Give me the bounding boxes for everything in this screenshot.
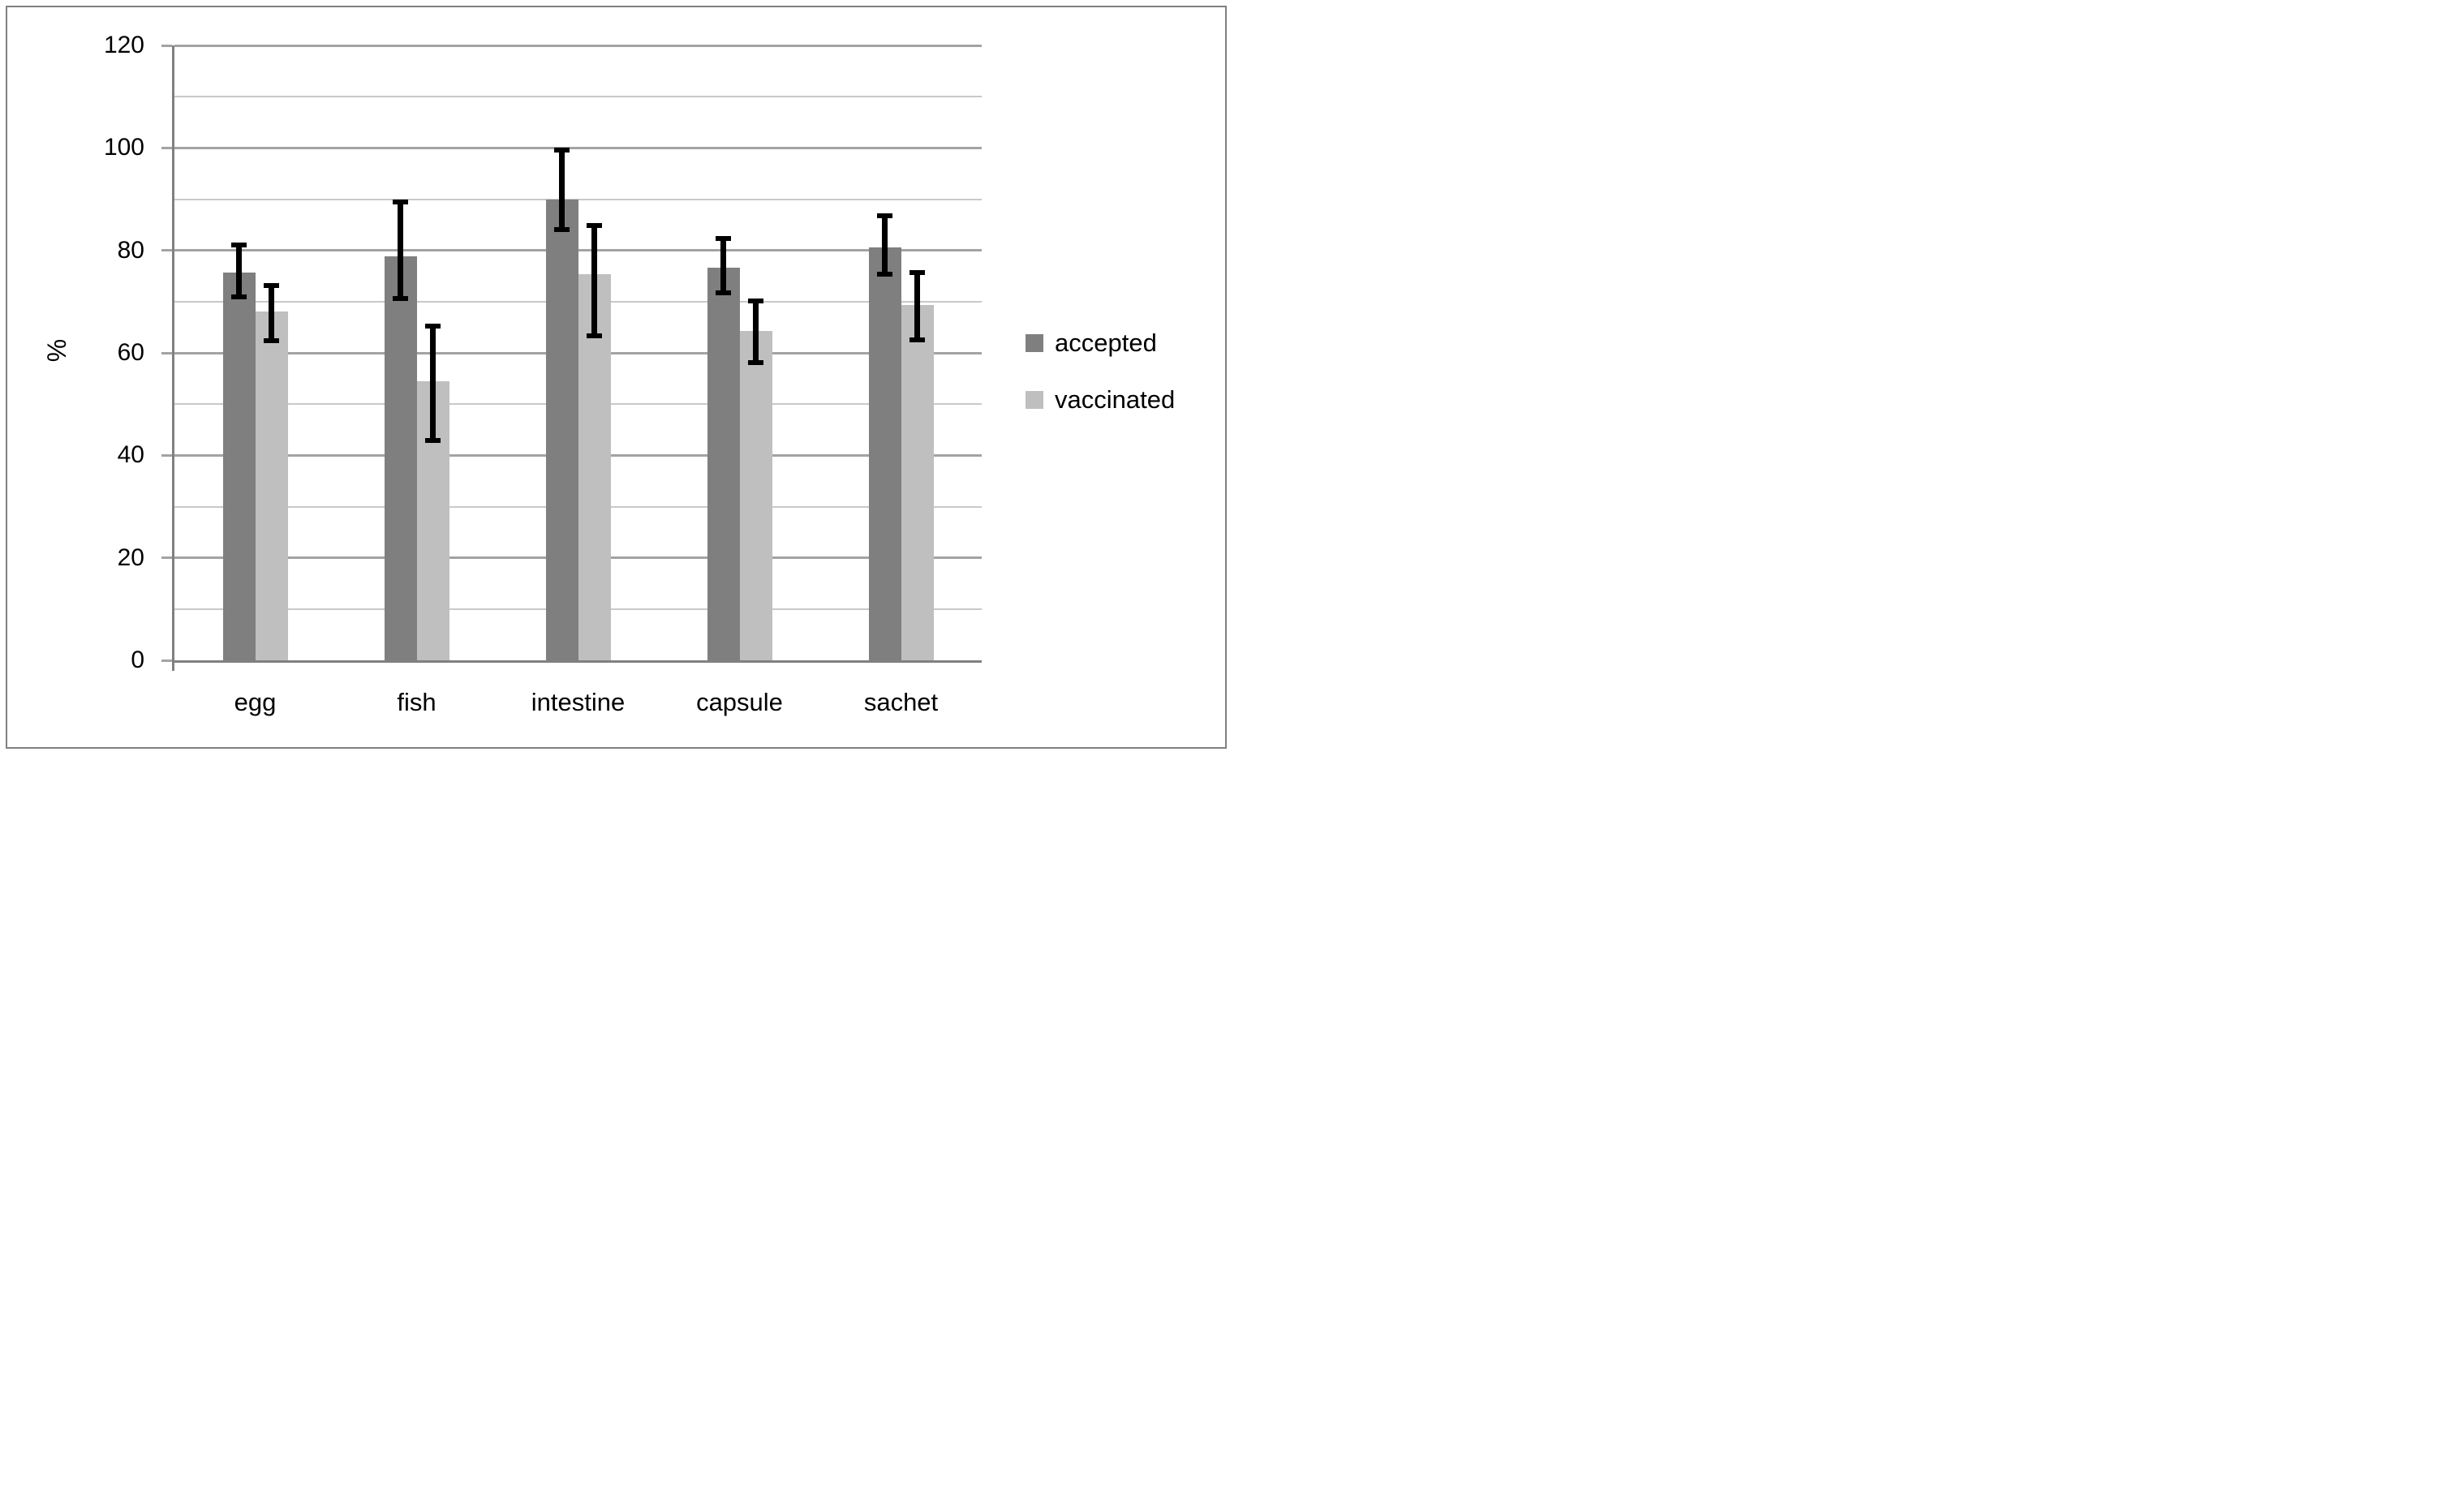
plot-area bbox=[174, 44, 982, 660]
error-cap-bottom-accepted-fish bbox=[393, 296, 408, 302]
y-tick-label-100: 100 bbox=[103, 134, 144, 161]
y-tick-40 bbox=[161, 453, 172, 457]
y-tick-0 bbox=[161, 659, 172, 662]
error-bar-accepted-intestine bbox=[559, 149, 565, 230]
error-bar-accepted-fish bbox=[398, 201, 403, 299]
x-category-label-capsule: capsule bbox=[696, 688, 783, 716]
x-category-label-sachet: sachet bbox=[863, 688, 939, 716]
error-cap-top-accepted-egg bbox=[231, 243, 247, 248]
error-cap-top-vaccinated-intestine bbox=[587, 223, 602, 229]
bar-vaccinated-egg bbox=[255, 311, 288, 660]
error-bar-vaccinated-egg bbox=[269, 286, 274, 342]
error-bar-vaccinated-fish bbox=[430, 325, 436, 440]
legend-label-accepted: accepted bbox=[1055, 329, 1157, 357]
chart-figure: 0 20 40 60 80 100 120 % egg fish intestine capsul… bbox=[0, 0, 1232, 754]
bar-vaccinated-sachet bbox=[901, 304, 934, 660]
error-cap-top-accepted-intestine bbox=[554, 147, 570, 153]
y-tick-label-0: 0 bbox=[131, 647, 144, 673]
bar-accepted-sachet bbox=[868, 247, 901, 660]
x-category-label-intestine: intestine bbox=[531, 688, 626, 716]
legend-item-vaccinated: vaccinated bbox=[1026, 386, 1175, 414]
y-tick-120 bbox=[161, 44, 172, 47]
y-tick-label-60: 60 bbox=[117, 339, 144, 366]
error-cap-top-vaccinated-sachet bbox=[909, 269, 925, 275]
bar-accepted-fish bbox=[384, 256, 417, 660]
error-cap-top-accepted-sachet bbox=[877, 213, 892, 218]
y-tick-label-20: 20 bbox=[117, 543, 144, 571]
error-cap-bottom-accepted-sachet bbox=[877, 272, 892, 277]
error-cap-bottom-vaccinated-sachet bbox=[909, 337, 925, 342]
y-tick-label-80: 80 bbox=[117, 236, 144, 264]
y-tick-60 bbox=[161, 351, 172, 354]
error-bar-vaccinated-sachet bbox=[914, 272, 920, 340]
error-cap-bottom-vaccinated-fish bbox=[425, 438, 441, 443]
error-bar-accepted-capsule bbox=[720, 238, 726, 294]
y-axis-line bbox=[172, 45, 174, 671]
error-cap-top-vaccinated-fish bbox=[425, 323, 441, 329]
y-axis-title: % bbox=[42, 338, 71, 363]
x-axis-line bbox=[174, 660, 982, 663]
legend-swatch-accepted bbox=[1026, 334, 1043, 352]
legend-item-accepted: accepted bbox=[1026, 329, 1157, 357]
bar-accepted-egg bbox=[222, 273, 256, 660]
bar-accepted-capsule bbox=[707, 268, 740, 660]
y-tick-label-40: 40 bbox=[117, 441, 144, 469]
bar-vaccinated-capsule bbox=[739, 331, 772, 660]
minor-gridline-90 bbox=[174, 198, 982, 200]
error-bar-vaccinated-capsule bbox=[753, 300, 759, 363]
error-bar-vaccinated-intestine bbox=[591, 226, 597, 336]
error-cap-bottom-vaccinated-capsule bbox=[748, 360, 763, 365]
major-gridline-100 bbox=[174, 146, 982, 149]
error-cap-bottom-accepted-intestine bbox=[554, 227, 570, 233]
error-cap-bottom-vaccinated-egg bbox=[264, 338, 279, 344]
y-tick-100 bbox=[161, 146, 172, 149]
minor-gridline-110 bbox=[174, 96, 982, 98]
error-bar-accepted-egg bbox=[236, 245, 242, 297]
error-cap-bottom-accepted-egg bbox=[231, 294, 247, 299]
legend-swatch-vaccinated bbox=[1026, 391, 1043, 409]
error-cap-top-vaccinated-capsule bbox=[748, 298, 763, 303]
legend-label-vaccinated: vaccinated bbox=[1055, 385, 1176, 414]
bar-vaccinated-intestine bbox=[578, 274, 611, 660]
y-tick-label-120: 120 bbox=[103, 32, 144, 58]
y-tick-20 bbox=[161, 556, 172, 560]
x-category-label-egg: egg bbox=[234, 688, 277, 716]
error-cap-top-accepted-fish bbox=[393, 199, 408, 204]
error-cap-bottom-accepted-capsule bbox=[716, 290, 731, 296]
major-gridline-80 bbox=[174, 249, 982, 252]
error-bar-accepted-sachet bbox=[882, 215, 888, 275]
y-tick-80 bbox=[161, 249, 172, 252]
x-category-label-fish: fish bbox=[397, 688, 436, 716]
major-gridline-120 bbox=[174, 44, 982, 47]
error-cap-bottom-vaccinated-intestine bbox=[587, 333, 602, 338]
bar-accepted-intestine bbox=[545, 200, 578, 660]
error-cap-top-vaccinated-egg bbox=[264, 283, 279, 289]
error-cap-top-accepted-capsule bbox=[716, 235, 731, 241]
